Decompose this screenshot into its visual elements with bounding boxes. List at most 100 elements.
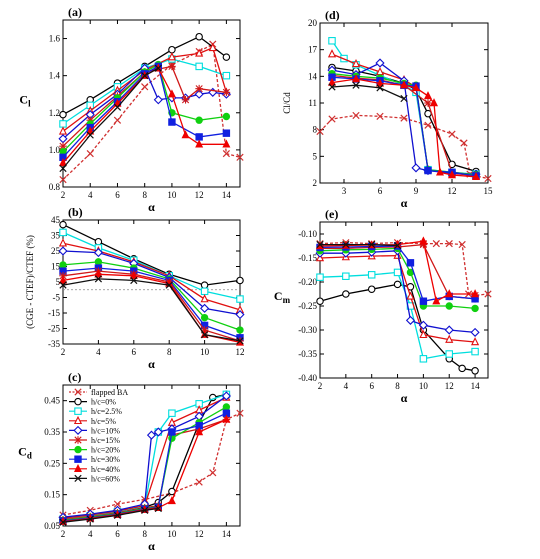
data-point — [351, 74, 361, 83]
data-point — [444, 325, 454, 335]
data-point — [141, 72, 149, 80]
series-h2_5 — [316, 268, 479, 363]
data-point — [406, 259, 415, 267]
data-point — [458, 240, 466, 249]
y-tick-label: -0.15 — [298, 253, 317, 263]
data-point — [59, 281, 67, 289]
x-tick-label: 10 — [419, 381, 429, 391]
series-h2_5 — [59, 228, 244, 303]
data-point — [328, 115, 336, 123]
series-h10 — [58, 391, 231, 522]
y-tick-label: -0.25 — [298, 301, 317, 311]
x-tick-label: 8 — [142, 190, 147, 200]
y-tick-label: 0.35 — [44, 427, 60, 437]
series-line — [320, 243, 398, 247]
data-point — [59, 518, 67, 526]
series-line — [62, 224, 241, 286]
y-tick-label: -35 — [48, 339, 60, 349]
data-point — [375, 58, 385, 68]
y-tick-label: -0.40 — [298, 373, 317, 383]
data-point — [405, 315, 416, 325]
x-tick-label: 4 — [88, 529, 93, 539]
series-line — [62, 63, 227, 153]
series-line — [62, 250, 241, 316]
data-point — [448, 130, 456, 138]
series-h60 — [59, 275, 244, 345]
series-line — [62, 270, 241, 342]
data-point — [168, 409, 176, 417]
data-point — [59, 220, 67, 229]
data-point — [328, 83, 336, 91]
data-point — [376, 112, 384, 120]
data-point — [411, 83, 421, 92]
data-point — [59, 120, 67, 128]
data-point — [195, 478, 203, 486]
legend-marker — [74, 455, 82, 463]
data-point — [195, 133, 203, 141]
plot-frame — [62, 219, 241, 345]
data-point — [86, 515, 94, 523]
y-tick-label: 5 — [313, 151, 318, 161]
data-point — [209, 469, 217, 477]
legend-marker — [74, 474, 82, 483]
x-tick-label: 12 — [448, 186, 457, 196]
data-point — [221, 391, 231, 401]
data-point — [58, 246, 68, 256]
legend-label: h/c=20% — [91, 446, 120, 455]
panel-label: (d) — [325, 8, 340, 22]
y-tick-label: 1.4 — [49, 71, 61, 81]
x-tick-label: 15 — [484, 186, 494, 196]
y-tick-label: -0.10 — [298, 229, 317, 239]
x-tick-label: 14 — [471, 381, 481, 391]
y-tick-label: 1.6 — [49, 34, 61, 44]
data-point — [59, 175, 67, 184]
data-point — [113, 103, 122, 111]
data-point — [470, 337, 480, 346]
x-tick-label: 12 — [236, 347, 245, 357]
data-point — [167, 52, 177, 61]
x-axis-label: α — [148, 539, 155, 553]
data-point — [58, 275, 68, 284]
chart-panel-e: 2 4 6 8 10 12 14 -0.40 -0.35 -0.30 -0.25 -0.20 -0.15… — [274, 207, 492, 405]
y-tick-label: 14 — [308, 71, 318, 81]
chart-panel-a: 2 4 6 8 10 12 14 0.8 1.0 1.2 1.4 1.6 (a) α Cl — [19, 5, 244, 214]
data-point — [419, 329, 428, 339]
series-h10 — [315, 246, 480, 337]
data-point — [168, 62, 176, 71]
series-h60 — [59, 504, 162, 526]
data-point — [93, 247, 103, 258]
y-tick-label: 1.0 — [49, 145, 61, 155]
data-point — [445, 289, 454, 298]
data-point — [195, 427, 204, 436]
series-line — [62, 267, 241, 339]
data-point — [458, 364, 466, 373]
x-tick-label: 6 — [369, 381, 374, 391]
legend-marker — [74, 407, 82, 415]
series-line — [331, 74, 477, 176]
data-point — [400, 94, 408, 103]
data-point — [471, 367, 479, 375]
data-point — [484, 290, 492, 298]
data-point — [59, 142, 67, 150]
data-point — [168, 434, 176, 442]
data-point — [411, 163, 421, 173]
chart-panel-d: 3 6 9 12 15 2 5 8 11 14 17 20 (d) α Cl/Cd — [282, 8, 493, 210]
legend-entry: h/c=0% — [69, 398, 116, 407]
data-point — [471, 171, 481, 180]
y-tick-label: 2 — [313, 178, 318, 188]
y-tick-label: -5 — [53, 293, 61, 303]
y-tick-label: 5 — [56, 277, 61, 287]
data-point — [200, 281, 209, 289]
data-point — [367, 285, 376, 293]
x-tick-label: 14 — [222, 190, 232, 200]
data-point — [208, 42, 217, 52]
legend-entry: h/c=10% — [69, 425, 120, 435]
panel-label: (e) — [325, 207, 338, 221]
series-line — [331, 84, 405, 100]
data-point — [194, 89, 204, 99]
series-line — [62, 67, 227, 140]
series-h5 — [327, 49, 481, 180]
series-line — [62, 67, 159, 169]
data-point — [222, 139, 231, 148]
